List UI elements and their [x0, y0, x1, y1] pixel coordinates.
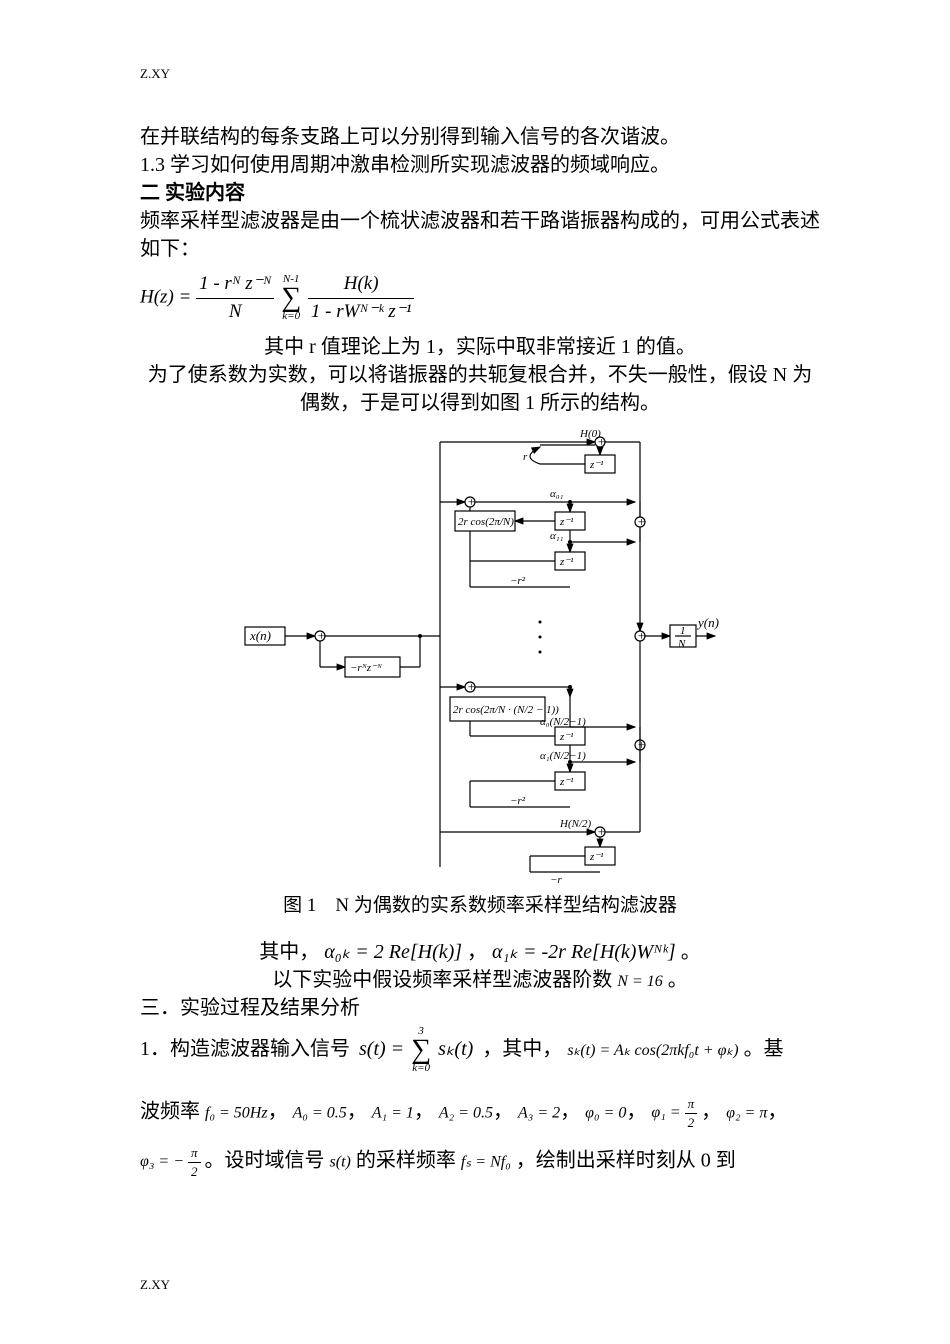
p6-a0k: α₀ₖ = 2 Re[H(k)] [324, 941, 462, 963]
item-1: 1．构造滤波器输入信号 s(t) = 3 ∑ k=0 sₖ(t) ，其中， sₖ… [140, 1024, 820, 1077]
diag-a1n: α₁(N/2−1) [540, 750, 586, 762]
f0: f₀ = 50Hz [205, 1104, 268, 1121]
diag-comb: −rᴺz⁻ᴺ [350, 662, 383, 674]
diag-H0: H(0) [579, 428, 601, 440]
diag-mr2-a: −r² [510, 575, 526, 587]
phi3-num: π [188, 1144, 201, 1163]
phi3-lhs: φ₃ = − [140, 1153, 184, 1170]
diag-z1-b: z⁻¹ [559, 516, 573, 528]
fs: fₛ = Nf₀ [461, 1153, 511, 1170]
st: s(t) [330, 1153, 351, 1170]
diag-r: r [523, 451, 528, 463]
diag-a01: α₀₁ [550, 488, 564, 500]
c1: ， [268, 1100, 288, 1122]
line2a: 波频率 [140, 1100, 200, 1122]
last-line: φ₃ = − π 2 。设时域信号 s(t) 的采样频率 fₛ = Nf₀ ，绘… [140, 1144, 820, 1181]
svg-text:+: + [597, 824, 606, 839]
phi0: φ₀ = 0 [585, 1104, 626, 1121]
p6-a1k: α₁ₖ = -2r Re[H(k)Wᴺᵏ] [492, 941, 676, 963]
svg-text:+: + [317, 628, 326, 643]
c3: ， [414, 1100, 434, 1122]
paragraph-1: 在并联结构的每条支路上可以分别得到输入信号的各次谐波。 [140, 123, 820, 151]
c2: ， [347, 1100, 367, 1122]
heading-2: 二 实验内容 [140, 179, 820, 207]
diag-z1-f: z⁻¹ [589, 851, 603, 863]
formula-sigma: ∑ [281, 287, 301, 309]
p6-comma1: ， [467, 941, 487, 963]
A3: A₃ = 2 [518, 1104, 560, 1121]
A0: A₀ = 0.5 [293, 1104, 347, 1121]
diag-z1-c: z⁻¹ [559, 556, 573, 568]
phi1: φ₁ = π 2 [651, 1104, 701, 1121]
diag-cos1: 2r cos(2π/N) [458, 516, 514, 528]
phi3-den: 2 [188, 1163, 201, 1181]
diag-z1-d: z⁻¹ [559, 731, 573, 743]
svg-text:+: + [637, 514, 646, 529]
diag-yn: y(n) [696, 615, 719, 630]
phi1-den: 2 [685, 1114, 698, 1132]
A1: A₁ = 1 [372, 1104, 414, 1121]
line3b: 的采样频率 [356, 1149, 456, 1171]
page-footer: Z.XY [140, 1276, 170, 1294]
line3a: 。设时域信号 [205, 1149, 325, 1171]
paragraph-2: 1.3 学习如何使用周期冲激串检测所实现滤波器的频域响应。 [140, 151, 820, 179]
c4: ， [493, 1100, 513, 1122]
diag-a11: α₁₁ [550, 530, 564, 542]
item1-lhs: s(t) = [359, 1038, 404, 1060]
filter-structure-diagram: .ln { stroke:#000; stroke-width:1.2; fil… [140, 427, 820, 887]
figure-caption: 图 1 N 为偶数的实系数频率采样型结构滤波器 [140, 893, 820, 920]
p7b: N = 16 [617, 973, 662, 990]
line3c: ，绘制出采样时刻从 0 到 [516, 1149, 736, 1171]
svg-text:+: + [637, 628, 646, 643]
diag-xn: x(n) [249, 628, 271, 643]
c5: ， [560, 1100, 580, 1122]
diag-z1-e: z⁻¹ [559, 776, 573, 788]
svg-text:1: 1 [680, 625, 686, 637]
formula-frac2-den: 1 - rWᴺ⁻ᵏ z⁻¹ [308, 299, 415, 326]
phi2: φ₂ = π [726, 1104, 767, 1121]
formula-frac1-num: 1 - rᴺ z⁻ᴺ [196, 271, 274, 299]
p7a: 以下实验中假设频率采样型滤波器阶数 [272, 969, 612, 991]
item1-mid: ，其中， [482, 1038, 562, 1060]
item1-sum-bot: k=0 [411, 1061, 431, 1076]
svg-text:N: N [677, 638, 686, 650]
formula-frac1-den: N [196, 299, 274, 326]
A2: A₂ = 0.5 [439, 1104, 493, 1121]
formula-frac2-num: H(k) [308, 271, 415, 299]
p7c: 。 [668, 969, 688, 991]
phi3: φ₃ = − π 2 [140, 1153, 205, 1170]
formula-lhs: H(z) = [140, 287, 191, 308]
paragraph-3: 频率采样型滤波器是由一个梳状滤波器和若干路谐振器构成的，可用公式表述如下： [140, 207, 820, 263]
page-header: Z.XY [140, 65, 820, 83]
svg-text:+: + [467, 494, 476, 509]
c7: ， [701, 1100, 721, 1122]
phi1-lhs: φ₁ = [651, 1104, 680, 1121]
formula-sum-bot: k=0 [281, 309, 301, 324]
item1-sk: sₖ(t) = Aₖ cos(2πkf₀t + φₖ) [567, 1042, 738, 1059]
formula-H-z: H(z) = 1 - rᴺ z⁻ᴺ N N-1 ∑ k=0 H(k) 1 - r… [140, 271, 820, 325]
p6a: 其中， [259, 941, 319, 963]
diag-a0n: α₀(N/2−1) [540, 716, 586, 728]
c8: ， [767, 1100, 787, 1122]
paragraph-4: 其中 r 值理论上为 1，实际中取非常接近 1 的值。 [140, 333, 820, 361]
heading-3: 三．实验过程及结果分析 [140, 994, 820, 1022]
phi1-num: π [685, 1095, 698, 1114]
diag-mr2-b: −r² [510, 795, 526, 807]
params-line: 波频率 f₀ = 50Hz， A₀ = 0.5， A₁ = 1， A₂ = 0.… [140, 1095, 820, 1132]
diag-cos2: 2r cos(2π/N · (N/2 − 1)) [453, 704, 559, 716]
diag-HN2: H(N/2) [559, 818, 592, 830]
p6-end: 。 [681, 941, 701, 963]
item1-label: 1．构造滤波器输入信号 [140, 1038, 350, 1060]
paragraph-6: 其中， α₀ₖ = 2 Re[H(k)] ， α₁ₖ = -2r Re[H(k)… [140, 938, 820, 966]
item1-end: 。基 [744, 1038, 784, 1060]
svg-text:+: + [637, 737, 646, 752]
diag-mr: −r [550, 874, 562, 886]
paragraph-7: 以下实验中假设频率采样型滤波器阶数 N = 16 。 [140, 966, 820, 994]
c6: ， [626, 1100, 646, 1122]
paragraph-5: 为了使系数为实数，可以将谐振器的共轭复根合并，不失一般性，假设 N 为偶数，于是… [140, 361, 820, 417]
diag-z1-a: z⁻¹ [589, 459, 603, 471]
svg-text:+: + [467, 679, 476, 694]
item1-term: sₖ(t) [438, 1038, 473, 1060]
